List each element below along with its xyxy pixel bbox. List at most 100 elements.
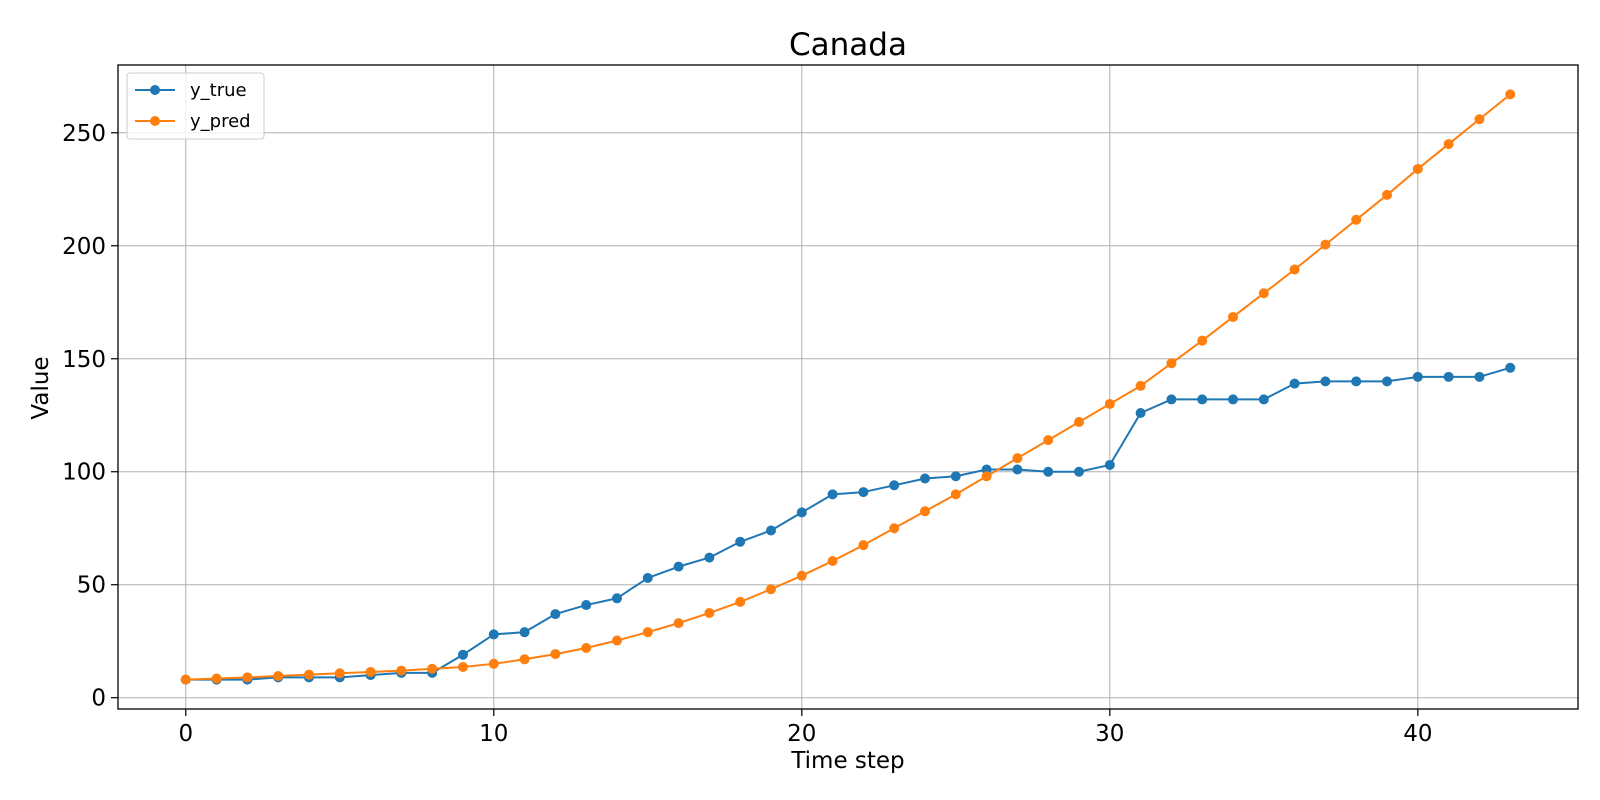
data-point-y-true — [642, 572, 653, 583]
data-point-y-true — [1258, 394, 1269, 405]
data-point-y-pred — [796, 570, 807, 581]
data-point-y-pred — [396, 665, 407, 676]
data-point-y-true — [704, 552, 715, 563]
data-point-y-true — [1412, 371, 1423, 382]
data-point-y-true — [457, 649, 468, 660]
data-point-y-pred — [303, 669, 314, 680]
ticks: 0 10 20 30 40 0 50 100 150 200 250 — [62, 121, 1432, 747]
data-point-y-pred — [611, 635, 622, 646]
data-point-y-pred — [211, 673, 222, 684]
series-line-y-pred — [185, 93, 1511, 681]
plot-frame — [117, 64, 1579, 710]
data-point-y-pred — [1351, 214, 1362, 225]
data-point-y-true — [1443, 371, 1454, 382]
data-point-y-pred — [1443, 139, 1454, 150]
data-point-y-true — [1289, 378, 1300, 389]
x-tick-label: 30 — [1095, 721, 1124, 747]
data-point-y-pred — [1412, 163, 1423, 174]
legend-marker-y-true — [150, 85, 160, 95]
legend-label-y-true: y_true — [190, 80, 247, 101]
data-point-y-pred — [673, 618, 684, 629]
data-point-y-pred — [889, 523, 900, 534]
y-tick-label: 50 — [77, 573, 106, 599]
data-point-y-pred — [1505, 89, 1516, 100]
data-point-y-true — [488, 629, 499, 640]
series-line-y-true — [185, 366, 1511, 681]
data-point-y-pred — [1258, 288, 1269, 299]
data-point-y-true — [889, 480, 900, 491]
data-point-y-pred — [1012, 453, 1023, 464]
series-layer — [180, 89, 1516, 685]
data-point-y-true — [1135, 407, 1146, 418]
data-point-y-true — [920, 473, 931, 484]
data-point-y-true — [1382, 376, 1393, 387]
data-point-y-pred — [488, 658, 499, 669]
data-point-y-pred — [581, 642, 592, 653]
y-tick-label: 150 — [62, 347, 106, 373]
data-point-y-pred — [273, 671, 284, 682]
y-axis-label: Value — [28, 356, 54, 419]
data-point-y-true — [1474, 371, 1485, 382]
y-tick-label: 100 — [62, 460, 106, 486]
data-point-y-pred — [1382, 189, 1393, 200]
x-tick-label: 20 — [787, 721, 816, 747]
data-point-y-true — [611, 593, 622, 604]
data-point-y-pred — [365, 666, 376, 677]
data-point-y-true — [673, 561, 684, 572]
data-point-y-pred — [981, 471, 992, 482]
data-point-y-true — [1320, 376, 1331, 387]
data-point-y-pred — [642, 627, 653, 638]
grid — [118, 65, 1578, 709]
data-point-y-pred — [920, 506, 931, 517]
legend-label-y-pred: y_pred — [190, 111, 251, 132]
data-point-y-pred — [1228, 311, 1239, 322]
data-point-y-pred — [827, 555, 838, 566]
data-point-y-true — [1351, 376, 1362, 387]
x-tick-label: 40 — [1403, 721, 1432, 747]
data-point-y-pred — [1320, 239, 1331, 250]
series-y-true — [180, 362, 1516, 685]
x-axis-label: Time step — [790, 748, 904, 774]
y-tick-label: 200 — [62, 234, 106, 260]
y-tick-label: 250 — [62, 121, 106, 147]
data-point-y-pred — [1474, 114, 1485, 125]
data-point-y-true — [1104, 459, 1115, 470]
data-point-y-true — [950, 471, 961, 482]
data-point-y-true — [1043, 466, 1054, 477]
data-point-y-pred — [704, 607, 715, 618]
data-point-y-true — [735, 536, 746, 547]
data-point-y-true — [1228, 394, 1239, 405]
chart-title: Canada — [789, 27, 907, 63]
data-point-y-pred — [427, 663, 438, 674]
data-point-y-true — [827, 489, 838, 500]
data-point-y-pred — [334, 668, 345, 679]
data-point-y-true — [1166, 394, 1177, 405]
data-point-y-true — [581, 600, 592, 611]
data-point-y-true — [1074, 466, 1085, 477]
legend: y_true y_pred — [126, 72, 265, 140]
data-point-y-pred — [1074, 417, 1085, 428]
data-point-y-pred — [1289, 264, 1300, 275]
data-point-y-pred — [765, 584, 776, 595]
legend-marker-y-pred — [150, 116, 160, 126]
data-point-y-true — [1197, 394, 1208, 405]
data-point-y-pred — [1197, 335, 1208, 346]
data-point-y-pred — [858, 540, 869, 551]
data-point-y-pred — [1135, 380, 1146, 391]
data-point-y-true — [550, 609, 561, 620]
data-point-y-true — [796, 507, 807, 518]
data-point-y-pred — [1043, 435, 1054, 446]
data-point-y-pred — [457, 661, 468, 672]
data-point-y-true — [1012, 464, 1023, 475]
data-point-y-pred — [519, 654, 530, 665]
data-point-y-true — [858, 487, 869, 498]
data-point-y-pred — [1104, 398, 1115, 409]
data-point-y-true — [765, 525, 776, 536]
data-point-y-pred — [242, 672, 253, 683]
data-point-y-true — [1505, 362, 1516, 373]
x-tick-label: 0 — [178, 721, 193, 747]
data-point-y-pred — [950, 489, 961, 500]
y-tick-label: 0 — [91, 686, 106, 712]
